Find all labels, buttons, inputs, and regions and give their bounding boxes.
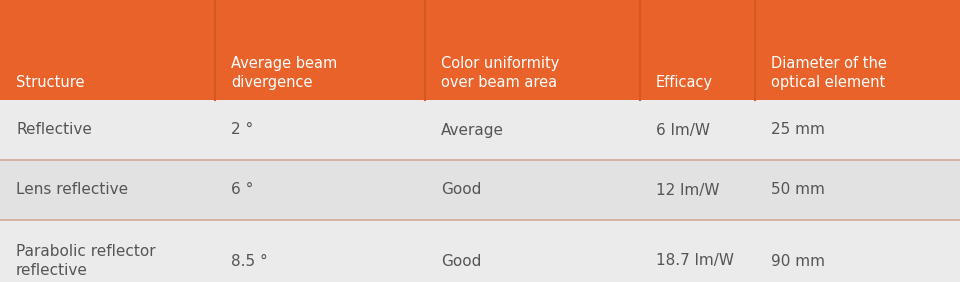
Text: Structure: Structure: [16, 75, 84, 90]
Text: Reflective: Reflective: [16, 122, 92, 138]
Text: 12 lm/W: 12 lm/W: [656, 182, 719, 197]
Text: Average: Average: [441, 122, 504, 138]
Text: Color uniformity
over beam area: Color uniformity over beam area: [441, 56, 560, 90]
Text: 6 lm/W: 6 lm/W: [656, 122, 710, 138]
Text: 50 mm: 50 mm: [771, 182, 825, 197]
Text: Efficacy: Efficacy: [656, 75, 713, 90]
Text: Average beam
divergence: Average beam divergence: [231, 56, 337, 90]
Text: Lens reflective: Lens reflective: [16, 182, 128, 197]
Bar: [0, 100, 960, 160]
Text: Good: Good: [441, 182, 481, 197]
Text: Good: Good: [441, 254, 481, 268]
Text: 8.5 °: 8.5 °: [231, 254, 268, 268]
Bar: [0, 160, 960, 220]
Text: Parabolic reflector
reflective: Parabolic reflector reflective: [16, 244, 156, 278]
Text: 25 mm: 25 mm: [771, 122, 825, 138]
Text: 2 °: 2 °: [231, 122, 253, 138]
Text: 18.7 lm/W: 18.7 lm/W: [656, 254, 734, 268]
Bar: [0, 220, 960, 282]
Text: Diameter of the
optical element: Diameter of the optical element: [771, 56, 887, 90]
Bar: [0, 0, 960, 100]
Text: 90 mm: 90 mm: [771, 254, 825, 268]
Text: 6 °: 6 °: [231, 182, 253, 197]
